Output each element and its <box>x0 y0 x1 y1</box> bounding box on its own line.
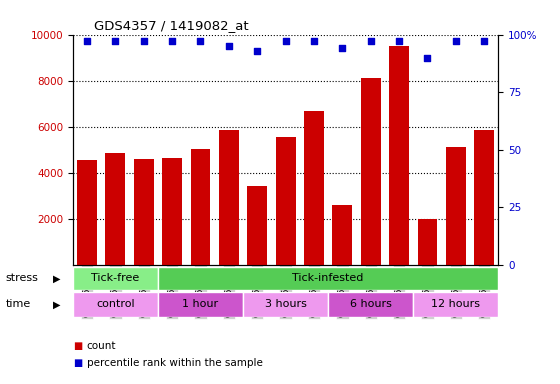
Point <box>395 38 404 45</box>
Point <box>451 38 460 45</box>
Bar <box>243 292 328 317</box>
Text: percentile rank within the sample: percentile rank within the sample <box>87 358 263 368</box>
Bar <box>304 111 324 265</box>
Bar <box>219 130 239 265</box>
Bar <box>361 78 381 265</box>
Point <box>139 38 148 45</box>
Point <box>111 38 120 45</box>
Text: GDS4357 / 1419082_at: GDS4357 / 1419082_at <box>94 19 249 32</box>
Point <box>480 38 489 45</box>
Bar <box>158 267 498 290</box>
Bar <box>190 149 211 265</box>
Bar <box>158 292 243 317</box>
Text: control: control <box>96 299 134 310</box>
Bar <box>73 267 158 290</box>
Text: ■: ■ <box>73 358 82 368</box>
Bar <box>105 153 125 265</box>
Point <box>167 38 176 45</box>
Point <box>225 43 234 49</box>
Bar <box>389 46 409 265</box>
Bar <box>276 137 296 265</box>
Text: 6 hours: 6 hours <box>350 299 391 310</box>
Text: ▶: ▶ <box>53 273 60 283</box>
Point <box>196 38 205 45</box>
Bar <box>328 292 413 317</box>
Bar <box>333 205 352 265</box>
Bar <box>73 292 158 317</box>
Bar <box>134 159 153 265</box>
Bar <box>162 158 182 265</box>
Text: ■: ■ <box>73 341 82 351</box>
Point <box>423 55 432 61</box>
Text: stress: stress <box>6 273 39 283</box>
Text: time: time <box>6 299 31 310</box>
Bar <box>413 292 498 317</box>
Text: Tick-infested: Tick-infested <box>292 273 364 283</box>
Text: Tick-free: Tick-free <box>91 273 139 283</box>
Bar <box>474 130 494 265</box>
Point <box>281 38 290 45</box>
Text: count: count <box>87 341 116 351</box>
Text: ▶: ▶ <box>53 299 60 310</box>
Text: 12 hours: 12 hours <box>431 299 480 310</box>
Point <box>310 38 319 45</box>
Bar <box>446 147 466 265</box>
Point <box>82 38 91 45</box>
Bar <box>248 186 267 265</box>
Text: 1 hour: 1 hour <box>183 299 218 310</box>
Point <box>253 48 262 54</box>
Bar <box>77 160 97 265</box>
Point <box>366 38 375 45</box>
Bar <box>418 219 437 265</box>
Text: 3 hours: 3 hours <box>265 299 306 310</box>
Point <box>338 45 347 51</box>
